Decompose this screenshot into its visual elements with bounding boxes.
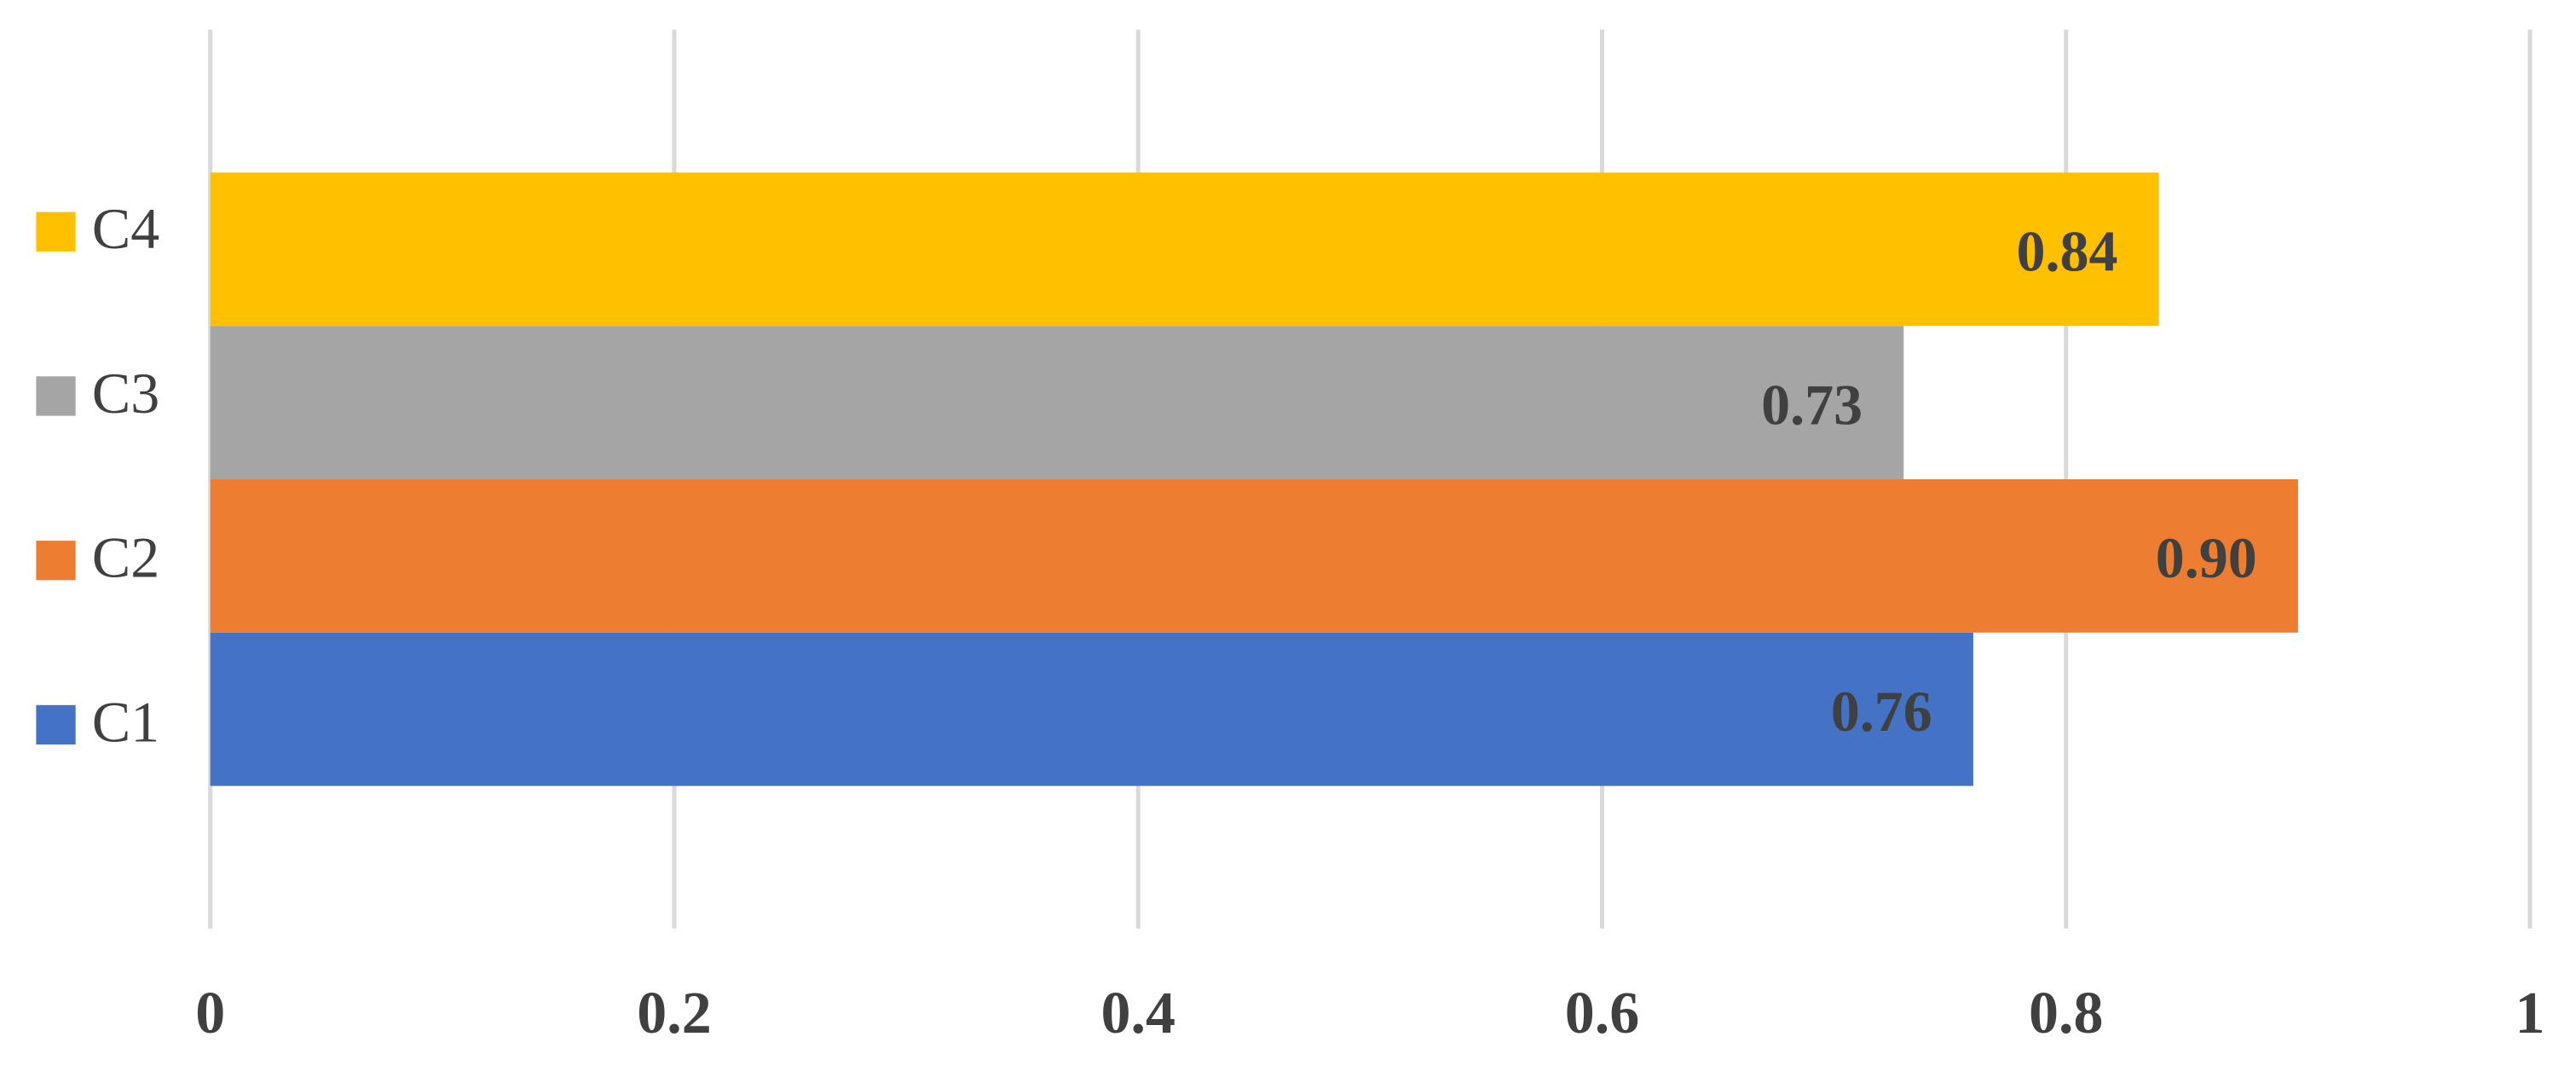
bar [210,172,2159,327]
legend-swatch [36,704,76,745]
x-tick-label: 1 [2515,981,2545,1046]
x-tick-label: 0.4 [1100,981,1175,1046]
legend-swatch [36,541,76,581]
x-tick-label: 0.6 [1565,981,1640,1046]
data-label: 0.84 [2016,219,2117,284]
legend-label: C3 [92,361,159,426]
bar [210,478,2298,633]
data-label: 0.90 [2156,525,2257,590]
legend-label: C1 [92,689,159,754]
legend-label: C4 [92,196,159,261]
x-tick-label: 0 [195,981,225,1046]
bar [210,632,1973,786]
legend-label: C2 [92,525,159,590]
data-label: 0.76 [1831,679,1932,744]
bar [210,326,1904,479]
legend-swatch [36,376,76,416]
data-label: 0.73 [1761,372,1863,437]
x-tick-label: 0.8 [2029,981,2104,1046]
legend-swatch [36,211,76,252]
x-tick-label: 0.2 [637,981,712,1046]
